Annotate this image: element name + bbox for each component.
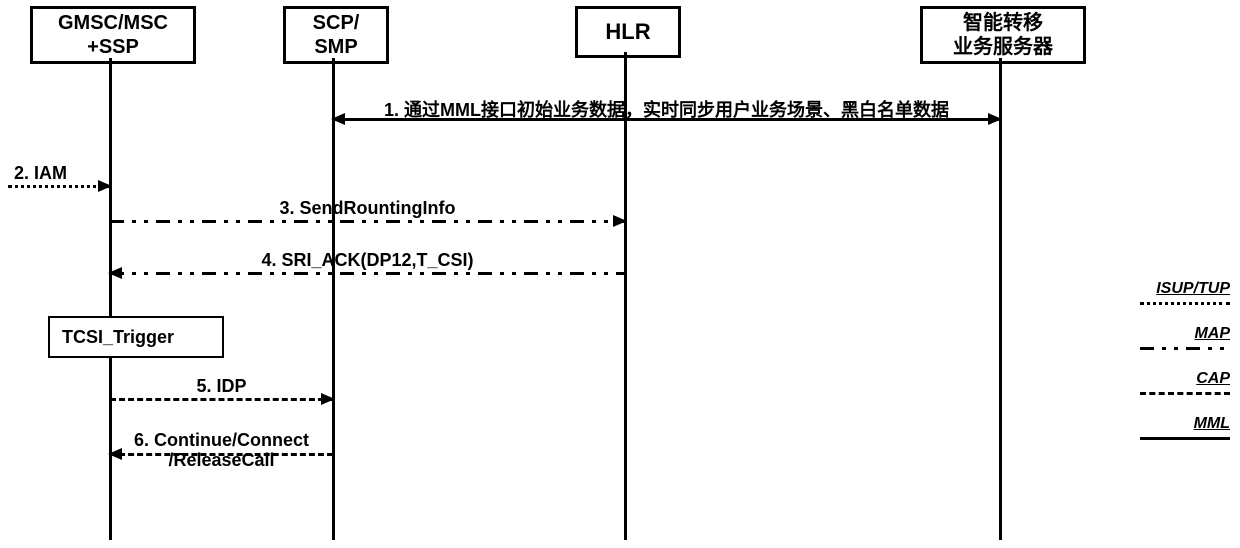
- msg-label-2: 2. IAM: [14, 163, 67, 184]
- msg-line-3: [110, 220, 625, 223]
- lifeline-box-scp: SCP/SMP: [283, 6, 389, 64]
- legend: ISUP/TUP MAP CAP MML: [1130, 280, 1230, 460]
- legend-label-2: CAP: [1130, 370, 1230, 388]
- legend-item-3: MML: [1130, 415, 1230, 440]
- lifeline-line-hlr: [624, 52, 627, 540]
- legend-line-2: [1140, 392, 1230, 395]
- legend-item-2: CAP: [1130, 370, 1230, 395]
- legend-label-0: ISUP/TUP: [1130, 280, 1230, 298]
- legend-line-0: [1140, 302, 1230, 305]
- msg-label-6: 6. Continue/Connect/ReleaseCall: [110, 431, 333, 471]
- legend-item-0: ISUP/TUP: [1130, 280, 1230, 305]
- lifeline-box-gmsc: GMSC/MSC+SSP: [30, 6, 196, 64]
- msg-label-5: 5. IDP: [110, 376, 333, 397]
- lifeline-box-hlr: HLR: [575, 6, 681, 58]
- arrow-head-right-icon: [98, 180, 112, 192]
- lifeline-line-server: [999, 58, 1002, 540]
- msg-label-3: 3. SendRountingInfo: [110, 198, 625, 219]
- msg-line-4: [110, 272, 625, 275]
- msg-line-5: [110, 398, 333, 401]
- legend-label-1: MAP: [1130, 325, 1230, 343]
- sequence-diagram: GMSC/MSC+SSP SCP/SMP HLR 智能转移业务服务器 1. 通过MML接…: [0, 0, 1240, 548]
- msg-label-1: 1. 通过MML接口初始业务数据，实时同步用户业务场景、黑白名单数据: [333, 96, 1000, 122]
- legend-line-3: [1140, 437, 1230, 440]
- lifeline-box-server: 智能转移业务服务器: [920, 6, 1086, 64]
- legend-label-3: MML: [1130, 415, 1230, 433]
- msg-label-4: 4. SRI_ACK(DP12,T_CSI): [110, 250, 625, 271]
- note-0: TCSI_Trigger: [48, 316, 224, 358]
- legend-item-1: MAP: [1130, 325, 1230, 350]
- legend-line-1: [1140, 347, 1230, 350]
- msg-line-2: [8, 185, 110, 188]
